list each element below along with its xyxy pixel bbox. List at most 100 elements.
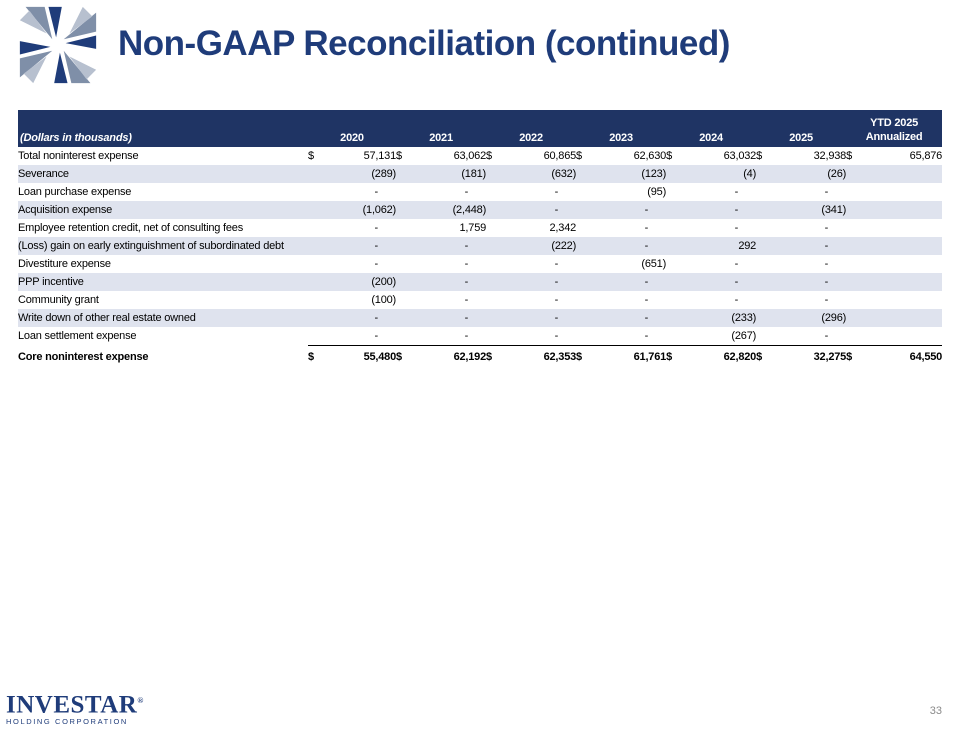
currency-symbol (756, 327, 772, 346)
cell-value: - (644, 330, 649, 342)
total-label: Core noninterest expense (18, 350, 149, 363)
cell-value (862, 309, 943, 327)
cell-value: - (554, 186, 559, 198)
currency-symbol: $ (576, 345, 593, 368)
cell-value: - (682, 201, 757, 219)
currency-symbol (756, 165, 773, 183)
cell-value: (2,448) (412, 201, 487, 219)
cell-value (862, 219, 942, 237)
currency-symbol (486, 327, 502, 346)
currency-symbol (396, 291, 412, 309)
brand-name: INVESTAR® (6, 690, 144, 719)
currency-symbol (486, 255, 502, 273)
currency-symbol (308, 255, 324, 273)
table-row: PPP incentive (200) - - - - - (18, 273, 943, 291)
currency-symbol: $ (756, 345, 773, 368)
page-title: Non-GAAP Reconciliation (continued) (118, 24, 730, 63)
currency-symbol (308, 309, 324, 327)
currency-symbol (486, 165, 503, 183)
currency-symbol (756, 309, 773, 327)
currency-symbol: $ (756, 146, 773, 165)
cell-value: (289) (324, 165, 397, 183)
cell-value: 63,062 (412, 146, 487, 165)
cell-value (862, 165, 943, 183)
column-header-year: 2023 (576, 110, 667, 147)
currency-symbol (846, 291, 862, 309)
row-label: Total noninterest expense (18, 146, 308, 165)
cell-value: (100) (371, 294, 397, 306)
currency-symbol (396, 183, 412, 201)
cell-value: (95) (647, 186, 667, 198)
cell-value: - (412, 237, 487, 255)
total-value: 62,192 (412, 345, 487, 368)
currency-symbol (396, 327, 412, 346)
currency-symbol (308, 219, 324, 237)
currency-symbol (756, 219, 772, 237)
table-row: Loan settlement expense - - - - (267) - (18, 327, 942, 346)
cell-value: - (554, 294, 559, 306)
cell-value: (296) (772, 309, 847, 327)
table-row: Total noninterest expense $57,131 $63,062 $… (18, 146, 943, 165)
row-label: Loan purchase expense (18, 186, 132, 198)
cell-value: - (374, 186, 379, 198)
cell-value: 63,032 (682, 146, 757, 165)
table-row: Employee retention credit, net of consul… (18, 219, 942, 237)
currency-symbol (666, 237, 683, 255)
currency-symbol (666, 309, 683, 327)
currency-symbol (756, 237, 773, 255)
cell-value: - (824, 258, 829, 270)
currency-symbol (396, 273, 413, 291)
pinwheel-logo-icon (19, 6, 97, 84)
cell-value: 1,759 (459, 222, 487, 234)
cell-value (862, 237, 943, 255)
cell-value: - (644, 222, 649, 234)
cell-value: - (824, 222, 829, 234)
column-header-year: 2024 (666, 110, 757, 147)
cell-value: (26) (772, 165, 847, 183)
currency-symbol (756, 291, 772, 309)
currency-symbol: $ (666, 146, 683, 165)
table-row: Loan purchase expense - - - (95) - - (18, 183, 942, 201)
currency-symbol (486, 219, 502, 237)
column-header-year: 2020 (308, 110, 397, 147)
cell-value: - (592, 309, 667, 327)
cell-value: - (734, 186, 739, 198)
total-value: 55,480 (324, 345, 397, 368)
currency-symbol (486, 201, 503, 219)
cell-value: (267) (731, 330, 757, 342)
brand-subtitle: HOLDING CORPORATION (6, 717, 128, 727)
currency-symbol (846, 273, 863, 291)
cell-value: 2,342 (549, 222, 577, 234)
currency-symbol (576, 183, 592, 201)
cell-value: (1,062) (324, 201, 397, 219)
cell-value: - (464, 294, 469, 306)
brand-name-text: INVESTAR (6, 691, 138, 719)
total-value: 64,550 (862, 345, 943, 368)
cell-value: (181) (412, 165, 487, 183)
cell-value (862, 273, 943, 291)
currency-symbol: $ (308, 146, 324, 165)
currency-symbol (308, 165, 324, 183)
page-number: 33 (929, 705, 942, 717)
currency-symbol (846, 201, 863, 219)
currency-symbol (666, 273, 683, 291)
currency-symbol: $ (486, 345, 503, 368)
cell-value: - (772, 273, 847, 291)
cell-value (862, 201, 943, 219)
cell-value: - (324, 309, 397, 327)
cell-value: - (374, 222, 379, 234)
cell-value: - (824, 294, 829, 306)
row-label: Community grant (18, 294, 99, 306)
currency-symbol (308, 183, 324, 201)
cell-value: - (324, 237, 397, 255)
cell-value: - (592, 273, 667, 291)
table-header-label: (Dollars in thousands) (18, 110, 308, 147)
cell-value: - (734, 294, 739, 306)
cell-value: - (644, 294, 649, 306)
currency-symbol: $ (846, 146, 863, 165)
cell-value: - (464, 330, 469, 342)
cell-value: - (592, 201, 667, 219)
total-value: 61,761 (592, 345, 667, 368)
cell-value: - (554, 330, 559, 342)
currency-symbol (308, 291, 324, 309)
